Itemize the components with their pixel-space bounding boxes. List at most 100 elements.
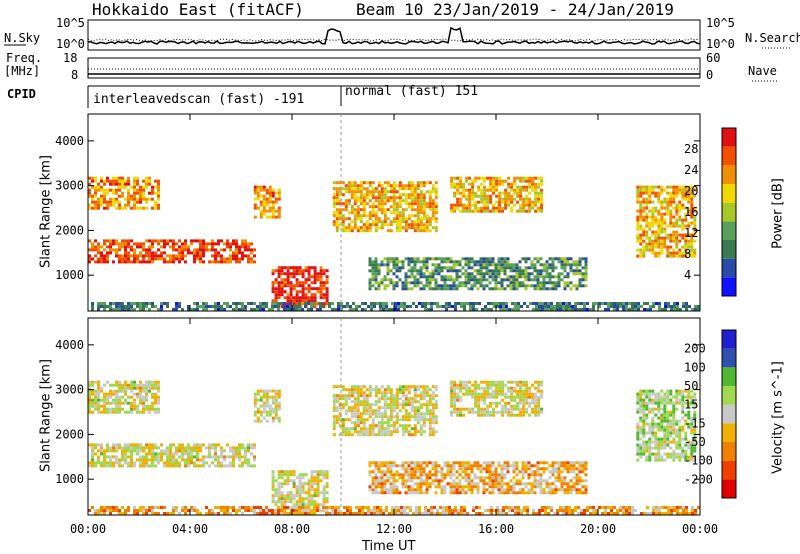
heatmap-cell bbox=[525, 386, 529, 390]
heatmap-cell bbox=[247, 242, 250, 246]
heatmap-cell bbox=[474, 380, 478, 384]
heatmap-cell bbox=[139, 200, 142, 204]
heatmap-cell bbox=[298, 281, 302, 285]
heatmap-cell bbox=[440, 275, 444, 279]
heatmap-cell bbox=[554, 479, 558, 483]
heatmap-cell bbox=[253, 410, 257, 414]
heatmap-cell bbox=[539, 485, 543, 489]
heatmap-cell bbox=[362, 403, 366, 407]
heatmap-cell bbox=[425, 418, 429, 422]
heatmap-cell bbox=[220, 239, 223, 243]
heatmap-cell bbox=[483, 401, 487, 405]
heatmap-cell bbox=[413, 433, 417, 437]
heatmap-cell bbox=[497, 257, 501, 261]
heatmap-cell bbox=[205, 308, 208, 311]
heatmap-cell bbox=[112, 389, 115, 393]
heatmap-cell bbox=[295, 476, 299, 480]
heatmap-cell bbox=[142, 383, 145, 387]
heatmap-cell bbox=[548, 488, 552, 492]
heatmap-cell bbox=[506, 260, 510, 264]
heatmap-cell bbox=[274, 503, 278, 507]
heatmap-cell bbox=[470, 491, 474, 495]
heatmap-cell bbox=[175, 452, 178, 456]
heatmap-cell bbox=[106, 443, 109, 447]
heatmap-cell bbox=[380, 196, 384, 200]
heatmap-cell bbox=[220, 446, 223, 450]
heatmap-cell bbox=[651, 425, 655, 429]
heatmap-cell bbox=[325, 476, 329, 480]
heatmap-cell bbox=[634, 308, 637, 311]
heatmap-cell bbox=[669, 197, 673, 201]
heatmap-cell bbox=[247, 446, 250, 450]
heatmap-cell bbox=[383, 397, 387, 401]
heatmap-cell bbox=[142, 191, 145, 195]
heatmap-cell bbox=[371, 433, 375, 437]
heatmap-cell bbox=[657, 437, 661, 441]
heatmap-cell bbox=[365, 226, 369, 230]
heatmap-cell bbox=[109, 203, 112, 207]
heatmap-cell bbox=[124, 392, 127, 396]
heatmap-cell bbox=[235, 452, 238, 456]
heatmap-cell bbox=[548, 278, 552, 282]
heatmap-cell bbox=[584, 272, 588, 276]
heatmap-cell bbox=[642, 206, 646, 210]
heatmap-cell bbox=[395, 214, 399, 218]
heatmap-cell bbox=[385, 302, 388, 305]
heatmap-cell bbox=[377, 202, 381, 206]
heatmap-cell bbox=[359, 220, 363, 224]
heatmap-cell bbox=[356, 412, 360, 416]
heatmap-cell bbox=[477, 395, 481, 399]
heatmap-cell bbox=[468, 209, 472, 213]
heatmap-cell bbox=[648, 422, 652, 426]
heatmap-cell bbox=[510, 197, 514, 201]
heatmap-cell bbox=[459, 191, 463, 195]
heatmap-cell bbox=[681, 233, 685, 237]
heatmap-cell bbox=[480, 386, 484, 390]
heatmap-cell bbox=[450, 179, 454, 183]
heatmap-cell bbox=[398, 187, 402, 191]
heatmap-cell bbox=[106, 398, 109, 402]
heatmap-cell bbox=[473, 260, 477, 264]
heatmap-cell bbox=[509, 287, 513, 291]
heatmap-cell bbox=[335, 385, 339, 389]
heatmap-cell bbox=[103, 206, 106, 210]
heatmap-cell bbox=[690, 209, 694, 213]
heatmap-cell bbox=[504, 410, 508, 414]
heatmap-cell bbox=[139, 242, 142, 246]
heatmap-cell bbox=[540, 206, 544, 210]
heatmap-cell bbox=[522, 413, 526, 417]
heatmap-cell bbox=[678, 254, 682, 258]
heatmap-cell bbox=[121, 458, 124, 462]
heatmap-cell bbox=[413, 461, 417, 465]
heatmap-cell bbox=[148, 302, 151, 305]
heatmap-cell bbox=[371, 488, 375, 492]
heatmap-cell bbox=[657, 440, 661, 444]
heatmap-cell bbox=[166, 449, 169, 453]
heatmap-cell bbox=[124, 206, 127, 210]
heatmap-cell bbox=[371, 269, 375, 273]
heatmap-cell bbox=[488, 461, 492, 465]
heatmap-cell bbox=[410, 199, 414, 203]
heatmap-cell bbox=[262, 209, 266, 213]
heatmap-cell bbox=[584, 491, 588, 495]
heatmap-cell bbox=[569, 479, 573, 483]
heatmap-cell bbox=[398, 202, 402, 206]
heatmap-cell bbox=[226, 455, 229, 459]
heatmap-cell bbox=[513, 398, 517, 402]
heatmap-cell bbox=[392, 220, 396, 224]
heatmap-cell bbox=[413, 184, 417, 188]
heatmap-cell bbox=[604, 308, 607, 311]
heatmap-cell bbox=[639, 209, 643, 213]
heatmap-cell bbox=[500, 485, 504, 489]
heatmap-cell bbox=[353, 427, 357, 431]
heatmap-cell bbox=[395, 427, 399, 431]
heatmap-cell bbox=[474, 176, 478, 180]
heatmap-cell bbox=[639, 392, 643, 396]
heatmap-cell bbox=[389, 278, 393, 282]
heatmap-cell bbox=[666, 185, 670, 189]
heatmap-cell bbox=[353, 397, 357, 401]
heatmap-cell bbox=[672, 236, 676, 240]
heatmap-cell bbox=[262, 392, 266, 396]
heatmap-cell bbox=[533, 284, 537, 288]
heatmap-cell bbox=[289, 266, 293, 270]
